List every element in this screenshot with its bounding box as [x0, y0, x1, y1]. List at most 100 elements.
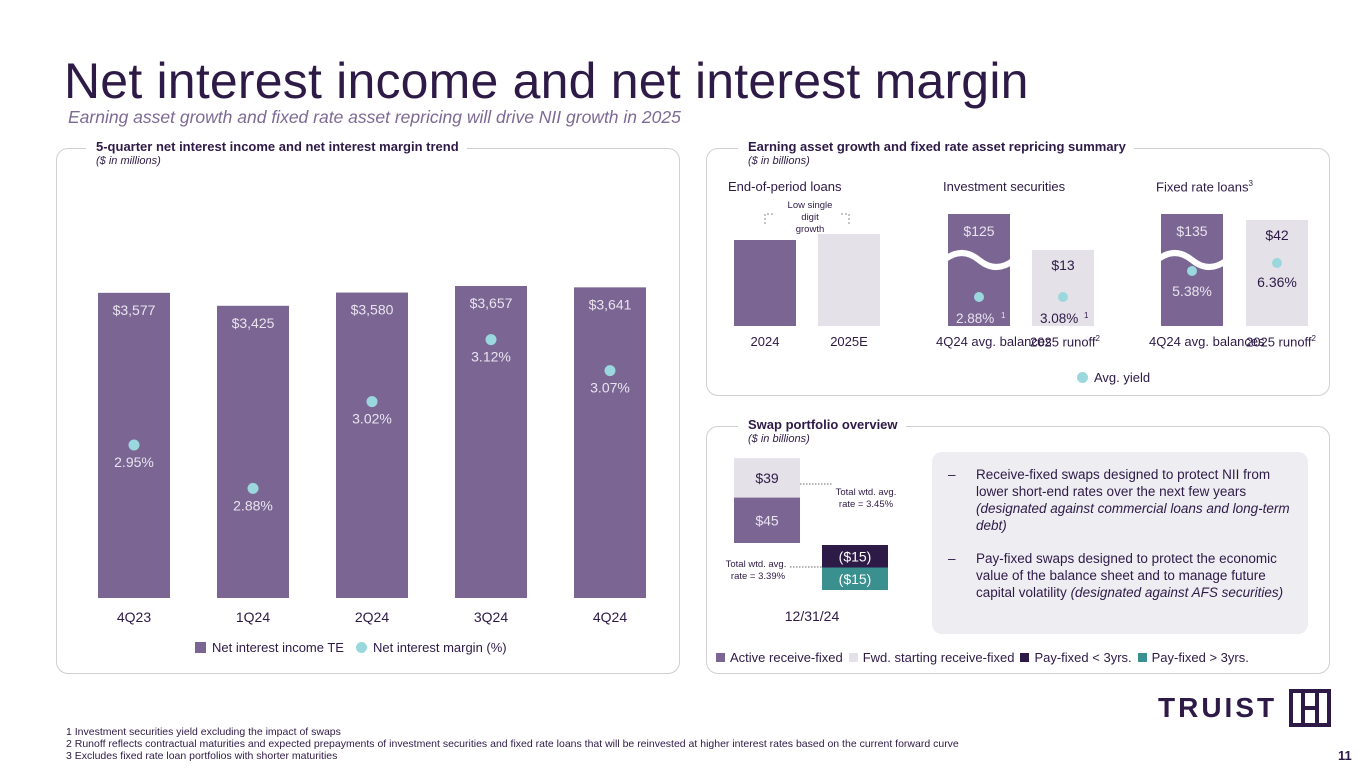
footnote-1: 1 Investment securities yield excluding … [66, 726, 341, 738]
swap-cat-date: 12/31/24 [784, 608, 840, 624]
inv-cat-runoff-mark: 2 [1095, 334, 1100, 343]
nim-label-4Q23: 2.95% [114, 454, 154, 470]
nim-point-4Q24 [604, 365, 616, 377]
swap-note-2-italic: (designated against AFS securities) [1070, 585, 1284, 600]
legend-label-nii: Net interest income TE [212, 640, 344, 655]
legend-swatch-pay-long [1137, 653, 1147, 662]
nim-point-2Q24 [366, 396, 378, 408]
swap-unit: ($ in billions) [748, 433, 810, 445]
swap-annotation-1-line-0: Total wtd. avg. [836, 487, 897, 498]
swap-legend: Active receive-fixed Fwd. starting recei… [716, 650, 1249, 665]
fixed-loans-title: Fixed rate loans3 [1156, 179, 1253, 194]
nii-trend-unit: ($ in millions) [96, 155, 161, 167]
inv-cat-runoff: 2025 runoff2 [1030, 334, 1100, 349]
nii-label-4Q24: $3,641 [589, 296, 632, 312]
legend-label-fwd: Fwd. starting receive-fixed [862, 650, 1015, 665]
inv-yield-point-balances [974, 292, 984, 302]
nii-category-2Q24: 2Q24 [355, 609, 389, 625]
nim-label-1Q24: 2.88% [233, 497, 273, 513]
frl-label-runoff: $42 [1265, 227, 1289, 243]
inv-axis-break [942, 250, 1016, 270]
swap-note-1: – Receive-fixed swaps designed to protec… [948, 466, 1304, 534]
nim-label-3Q24: 3.12% [471, 349, 511, 365]
inv-sec-title: Investment securities [943, 179, 1066, 194]
legend-label-nim: Net interest margin (%) [372, 640, 507, 655]
swap-note-2-text: Pay-fixed swaps designed to protect the … [976, 550, 1304, 601]
legend-swatch-nim [355, 642, 367, 653]
nii-bar-1Q24 [217, 305, 289, 598]
nii-bar-3Q24 [455, 286, 527, 598]
legend-label-yield: Avg. yield [1094, 370, 1151, 385]
swap-note-1-plain: Receive-fixed swaps designed to protect … [976, 467, 1271, 499]
swap-bar-active [734, 497, 800, 543]
nii-bar-4Q24 [574, 287, 646, 598]
nii-category-1Q24: 1Q24 [236, 609, 270, 625]
nim-point-1Q24 [247, 482, 259, 494]
inv-yield-label-runoff: 3.08% [1040, 311, 1078, 326]
eop-annotation-line-2: growth [796, 224, 825, 235]
repricing-unit: ($ in billions) [748, 155, 810, 167]
inv-bar-balances [948, 214, 1010, 326]
nii-label-1Q24: $3,425 [232, 315, 275, 331]
eop-annotation-line-1: digit [801, 212, 819, 223]
swap-note-1-text: Receive-fixed swaps designed to protect … [976, 466, 1304, 534]
inv-yield-label-balances: 2.88% [956, 311, 994, 326]
frl-yield-label-runoff: 6.36% [1257, 274, 1297, 290]
eop-bracket-right [840, 213, 850, 224]
truist-logo: TRUIST [1158, 689, 1332, 727]
swap-note-1-italic: (designated against commercial loans and… [976, 501, 1290, 533]
swap-note-2-dash: – [948, 551, 956, 566]
nii-label-3Q24: $3,657 [470, 295, 513, 311]
swap-bar-pay-short [822, 545, 888, 568]
frl-cat-runoff: 2025 runoff2 [1246, 334, 1316, 350]
frl-yield-label-balances: 5.38% [1172, 283, 1212, 299]
frl-cat-runoff-mark: 2 [1311, 334, 1316, 343]
legend-swatch-fwd [848, 653, 858, 662]
inv-yield-point-runoff [1058, 292, 1068, 302]
page-subtitle: Earning asset growth and fixed rate asse… [68, 107, 681, 127]
legend-swatch-pay-short [1020, 653, 1030, 662]
nii-legend: Net interest income TE Net interest marg… [195, 640, 507, 655]
inv-yield-mark-balances: 1 [1001, 311, 1006, 320]
nim-point-4Q23 [128, 439, 140, 451]
frl-cat-runoff-text: 2025 runoff [1246, 334, 1312, 350]
page-number: 11 [1338, 748, 1352, 763]
eop-bracket-left [764, 213, 774, 224]
legend-swatch-yield [1077, 372, 1088, 383]
eop-cat-2025e: 2025E [830, 334, 868, 349]
swap-note-2: – Pay-fixed swaps designed to protect th… [948, 550, 1304, 601]
footnote-3: 3 Excludes fixed rate loan portfolios wi… [66, 750, 338, 762]
eop-bar-2024 [734, 240, 796, 326]
legend-swatch-nii [195, 642, 206, 653]
frl-label-balances: $135 [1176, 223, 1207, 239]
nii-category-4Q23: 4Q23 [117, 609, 151, 625]
swap-label-fwd: $39 [755, 470, 779, 486]
inv-cat-balances-text: 4Q24 avg. balances [936, 334, 1052, 349]
swap-annotation-1-line-1: rate = 3.45% [839, 499, 894, 510]
swap-label-active: $45 [755, 512, 779, 528]
inv-label-runoff: $13 [1051, 257, 1075, 273]
fixed-loans-title-text: Fixed rate loans [1156, 179, 1249, 195]
frl-yield-point-balances [1187, 266, 1197, 276]
legend-label-active: Active receive-fixed [730, 650, 843, 665]
truist-logo-text: TRUIST [1158, 692, 1278, 723]
truist-logo-icon [1289, 689, 1332, 727]
swap-annotation-2-line-0: Total wtd. avg. [726, 559, 787, 570]
swap-note-1-dash: – [948, 467, 956, 482]
legend-swatch-active [716, 653, 725, 662]
frl-yield-point-runoff [1272, 258, 1282, 268]
swap-chart: $45$39($15)($15)Total wtd. avg.rate = 3.… [726, 458, 897, 590]
legend-label-pay-long: Pay-fixed > 3yrs. [1151, 650, 1249, 665]
nim-point-3Q24 [485, 334, 497, 346]
inv-cat-balances: 4Q24 avg. balances [936, 334, 1052, 349]
avg-yield-legend: Avg. yield [1077, 370, 1150, 385]
frl-cat-balances-text: 4Q24 avg. balances [1149, 334, 1265, 349]
nii-category-3Q24: 3Q24 [474, 609, 508, 625]
page-title: Net interest income and net interest mar… [64, 53, 1029, 109]
nim-label-2Q24: 3.02% [352, 411, 392, 427]
nii-trend-heading: 5-quarter net interest income and net in… [86, 139, 467, 154]
swap-notes-box [932, 452, 1308, 634]
frl-axis-break [1155, 250, 1229, 270]
inv-yield-mark-runoff: 1 [1084, 311, 1089, 320]
eop-cat-2024: 2024 [750, 334, 780, 349]
